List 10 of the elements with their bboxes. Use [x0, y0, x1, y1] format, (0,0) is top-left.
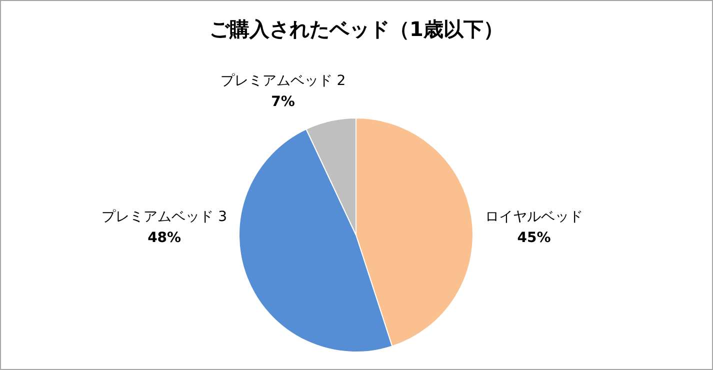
pie-slice	[238, 128, 393, 352]
chart-title: ご購入されたベッド（1歳以下）	[210, 17, 504, 41]
data-label: 7%	[271, 94, 295, 110]
data-label: 48%	[148, 230, 182, 246]
slice-label: プレミアムベッド 3	[102, 209, 227, 225]
pie-slice	[306, 118, 356, 236]
data-label: 45%	[517, 230, 551, 246]
slice-label: ロイヤルベッド	[485, 209, 583, 225]
slice-label: プレミアムベッド 2	[220, 73, 346, 89]
pie-slice	[356, 118, 474, 347]
